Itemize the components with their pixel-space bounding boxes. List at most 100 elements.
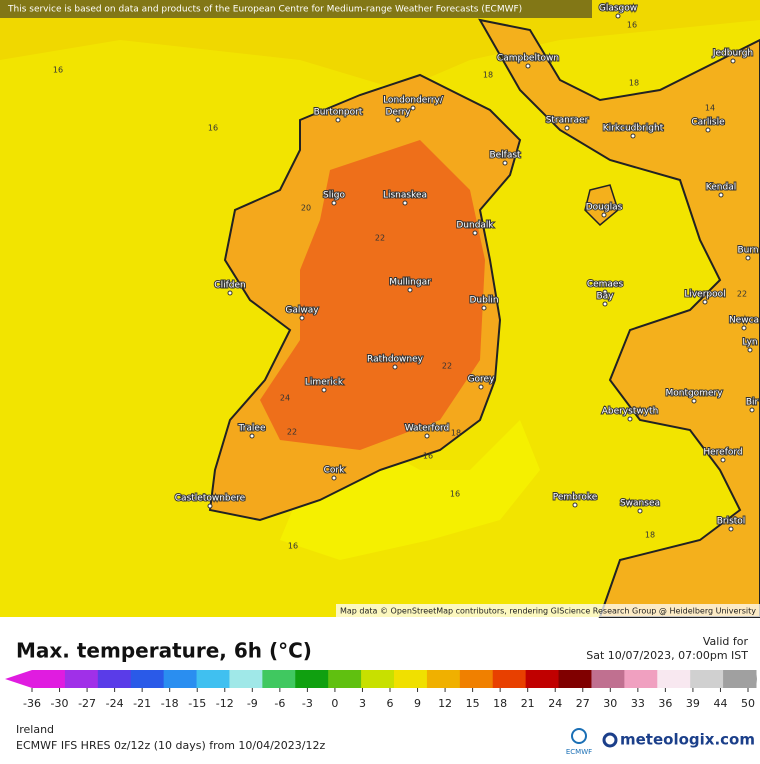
- contour-label: 22: [442, 362, 452, 371]
- tick-label: -15: [188, 697, 206, 710]
- tick-label: 39: [686, 697, 700, 710]
- tick-label: 44: [713, 697, 727, 710]
- place-dot: [627, 416, 633, 422]
- place-label: Cork: [324, 466, 345, 476]
- tick-label: -18: [161, 697, 179, 710]
- place-label: Dublin: [469, 296, 498, 306]
- bar-segment: [163, 670, 198, 688]
- bar-segment: [328, 670, 362, 688]
- place-dot: [572, 502, 578, 508]
- tick-label: 15: [466, 697, 480, 710]
- place-label: Derry: [385, 108, 411, 118]
- map: This service is based on data and produc…: [0, 0, 760, 618]
- contour-label: 14: [705, 104, 715, 113]
- place-dot: [741, 325, 747, 331]
- place-label: Waterford: [405, 424, 450, 434]
- place-label: Jedburgh: [712, 49, 753, 59]
- bar-segment: [558, 670, 592, 688]
- contour-label: 18: [629, 79, 639, 88]
- brand: meteologix.com: [620, 731, 755, 749]
- bar-segment: [459, 670, 494, 688]
- ecmwf-icon: [571, 728, 587, 744]
- tick-label: 9: [414, 697, 421, 710]
- place-label: Swansea: [620, 499, 660, 509]
- place-dot: [720, 457, 726, 463]
- place-dot: [691, 398, 697, 404]
- tick-label: -30: [51, 697, 69, 710]
- place-dot: [602, 289, 608, 295]
- place-label: Clifden: [214, 281, 245, 291]
- place-label: Glasgow: [599, 4, 637, 14]
- model-info: ECMWF IFS HRES 0z/12z (10 days) from 10/…: [16, 739, 326, 752]
- place-dot: [615, 13, 621, 19]
- place-label: Cemaes: [587, 280, 624, 290]
- tick-label: -36: [23, 697, 41, 710]
- contour-label: 20: [301, 204, 311, 213]
- bar-segment: [295, 670, 329, 688]
- notice-bar: [0, 0, 592, 18]
- tick-label: -21: [133, 697, 151, 710]
- brand-icon: [602, 732, 618, 748]
- contour-label: 22: [737, 290, 747, 299]
- place-labels: Glasgow Campbeltown Jedburgh Burtonport Lond…: [174, 3, 760, 532]
- place-dot: [207, 503, 213, 509]
- tick-label: -12: [216, 697, 234, 710]
- bar-segment: [591, 670, 625, 688]
- place-dot: [478, 384, 484, 390]
- contour-label: 24: [280, 394, 290, 403]
- field-band: [0, 0, 760, 90]
- place-dot: [747, 347, 753, 353]
- place-dot: [472, 230, 478, 236]
- place-label: Dundalk: [456, 221, 494, 231]
- place-dot: [630, 133, 636, 139]
- contour-label: 16: [450, 490, 460, 499]
- place-label: Burn: [737, 246, 758, 256]
- tick-label: -24: [106, 697, 124, 710]
- place-dot: [410, 105, 416, 111]
- bar-segment: [196, 670, 230, 688]
- tick-label: 33: [631, 697, 645, 710]
- notice: This service is based on data and produc…: [7, 5, 522, 15]
- place-label: Castletownbere: [175, 494, 246, 504]
- place-dot: [321, 387, 327, 393]
- place-dot: [402, 200, 408, 206]
- place-label: Tralee: [238, 424, 266, 434]
- place-label: Douglas: [586, 203, 623, 213]
- place-label: Lisnaskea: [383, 191, 427, 201]
- bar-arrow-right: [756, 670, 757, 688]
- place-dot: [502, 160, 508, 166]
- valid-label: Valid for: [703, 635, 749, 648]
- place-label: Sligo: [323, 191, 345, 201]
- bar-segment: [624, 670, 658, 688]
- place-dot: [730, 58, 736, 64]
- contour-label: 18: [645, 531, 655, 540]
- bar-segment: [690, 670, 724, 688]
- tick-label: -27: [78, 697, 96, 710]
- contour-label: 22: [287, 428, 297, 437]
- place-dot: [705, 127, 711, 133]
- bar-segment: [492, 670, 527, 688]
- region: Ireland: [16, 723, 54, 736]
- tick-label: 3: [359, 697, 366, 710]
- place-dot: [564, 125, 570, 131]
- place-dot: [227, 290, 233, 296]
- ecmwf-logo: ECMWF: [566, 748, 592, 756]
- tick-label: 24: [548, 697, 562, 710]
- tick-label: 0: [331, 697, 338, 710]
- isle-of-man: [584, 184, 619, 227]
- legend-title: Max. temperature, 6h (°C): [16, 639, 312, 663]
- place-label: Bristol: [717, 517, 746, 527]
- place-dot: [299, 315, 305, 321]
- contour-label: 16: [423, 452, 433, 461]
- place-dot: [601, 212, 607, 218]
- britain: [478, 18, 760, 618]
- place-label: Hereford: [703, 448, 742, 458]
- color-ticks: -36 -30 -27 -24 -21 -18 -15 -12 -9 -6 -3 0 3 6 9 12 15 18…: [23, 688, 755, 710]
- contour-label: 18: [483, 71, 493, 80]
- place-label: Stranraer: [546, 116, 589, 126]
- bar-segment: [32, 670, 66, 688]
- tick-label: -6: [274, 697, 285, 710]
- place-label: Limerick: [305, 378, 344, 388]
- tick-label: 18: [493, 697, 507, 710]
- place-dot: [407, 287, 413, 293]
